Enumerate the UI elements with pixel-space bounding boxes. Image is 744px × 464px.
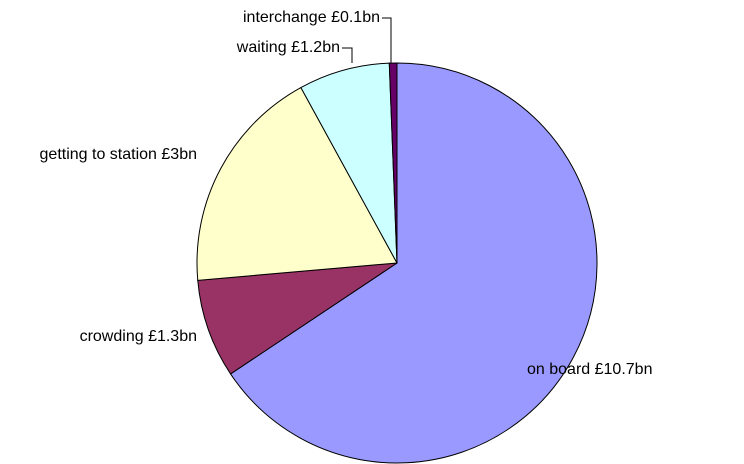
label-value: £10.7bn — [595, 361, 653, 378]
label-value: £1.3bn — [148, 328, 197, 345]
data-label: interchange £0.1bn — [243, 9, 380, 26]
label-category: waiting — [236, 39, 287, 56]
data-label: crowding £1.3bn — [80, 328, 197, 345]
pie-slice — [196, 86, 398, 281]
data-label: getting to station £3bn — [40, 146, 197, 163]
label-category: on board — [527, 361, 590, 378]
leader-line — [342, 47, 353, 63]
label-value: £0.1bn — [331, 9, 380, 26]
label-value: £1.2bn — [291, 39, 340, 56]
label-category: interchange — [243, 9, 327, 26]
pie-slice — [229, 62, 598, 464]
label-category: getting to station — [40, 146, 157, 163]
leader-line — [382, 17, 392, 63]
pie-slice — [388, 62, 398, 264]
label-value: £3bn — [161, 146, 197, 163]
pie-slice — [197, 262, 398, 375]
label-category: crowding — [80, 328, 144, 345]
data-label: waiting £1.2bn — [236, 39, 340, 56]
data-label: on board £10.7bn — [527, 361, 652, 378]
